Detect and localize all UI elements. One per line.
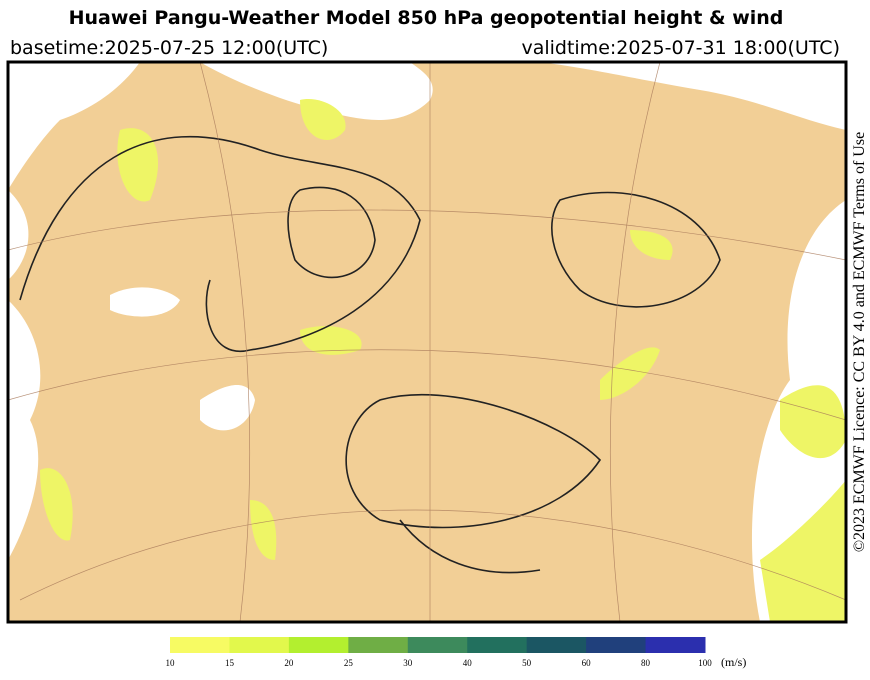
colorbar-label: 30 <box>403 658 413 668</box>
colorbar-label: 100 <box>698 658 712 668</box>
validtime: validtime:2025-07-31 18:00(UTC) <box>521 37 840 59</box>
map <box>6 60 848 624</box>
colorbar-unit: (m/s) <box>721 655 746 669</box>
colorbar-label: 15 <box>225 658 235 668</box>
colorbar-swatch <box>229 637 290 653</box>
colorbar-label: 80 <box>641 658 651 668</box>
colorbar-label: 50 <box>522 658 532 668</box>
colorbar: 10 15 20 25 30 40 50 60 80 100 (m/s) <box>166 637 746 669</box>
colorbar-swatch <box>586 637 647 653</box>
licence: ©2023 ECMWF Licence: CC BY 4.0 and ECMWF… <box>851 132 868 552</box>
colorbar-label: 10 <box>166 658 176 668</box>
colorbar-swatch <box>407 637 468 653</box>
colorbar-label: 40 <box>463 658 473 668</box>
colorbar-swatch <box>170 637 230 653</box>
colorbar-swatch <box>467 637 528 653</box>
title: Huawei Pangu-Weather Model 850 hPa geopo… <box>69 7 784 29</box>
colorbar-swatch <box>526 637 587 653</box>
colorbar-swatch <box>645 637 706 653</box>
colorbar-swatch <box>348 637 409 653</box>
colorbar-label: 20 <box>284 658 294 668</box>
colorbar-label: 25 <box>344 658 354 668</box>
colorbar-label: 60 <box>582 658 592 668</box>
colorbar-swatch <box>288 637 349 653</box>
basetime: basetime:2025-07-25 12:00(UTC) <box>10 37 328 59</box>
